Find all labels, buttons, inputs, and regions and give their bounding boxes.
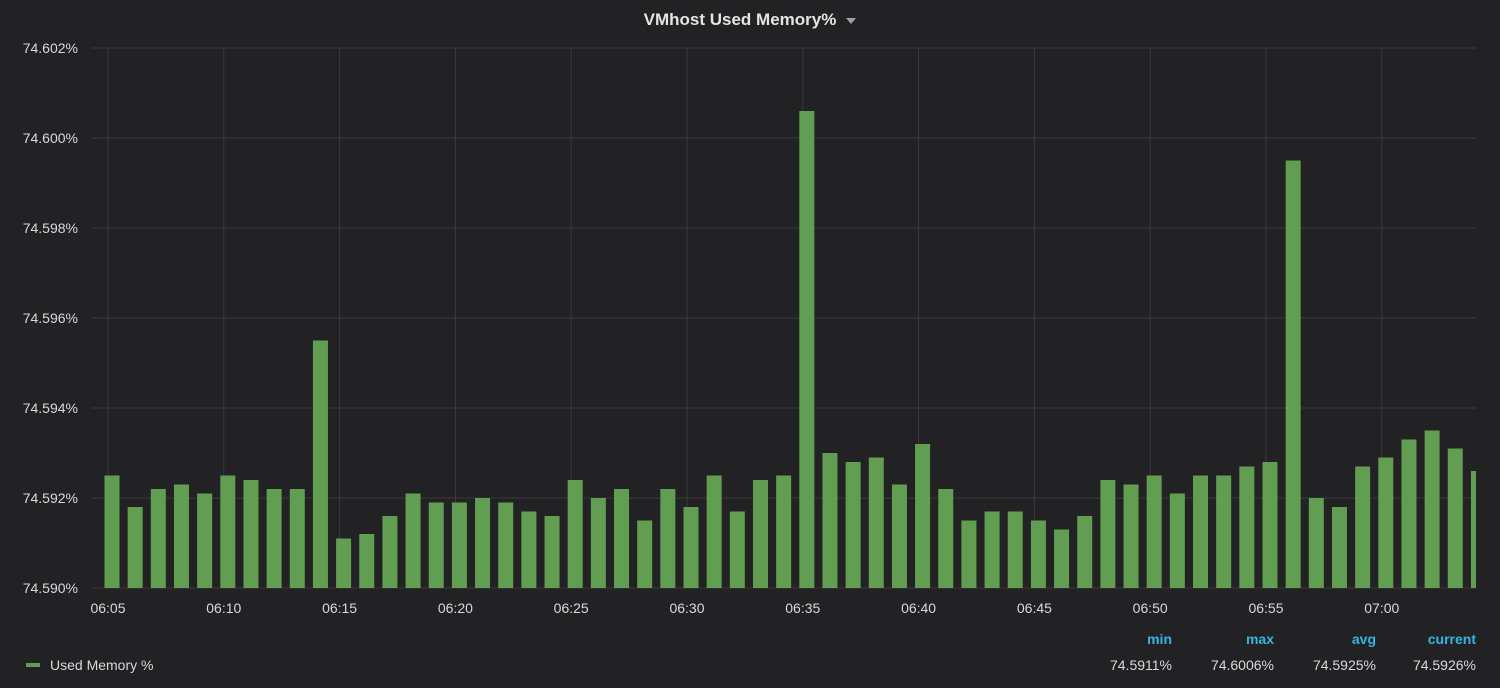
legend-header-avg[interactable]: avg xyxy=(1351,631,1376,647)
panel-title-menu[interactable]: VMhost Used Memory% xyxy=(644,10,857,30)
bar xyxy=(637,520,653,588)
bar xyxy=(127,507,143,588)
bar xyxy=(891,484,907,588)
bar xyxy=(1123,484,1139,588)
bar xyxy=(1447,448,1463,588)
bar xyxy=(729,511,745,588)
bar xyxy=(1007,511,1023,588)
x-tick-label: 06:35 xyxy=(785,600,820,616)
bar xyxy=(984,511,1000,588)
bar xyxy=(915,444,931,588)
y-tick-label: 74.600% xyxy=(23,130,78,146)
x-tick-label: 06:20 xyxy=(438,600,473,616)
bar xyxy=(868,457,884,588)
x-tick-label: 06:15 xyxy=(322,600,357,616)
x-tick-label: 06:10 xyxy=(206,600,241,616)
bar xyxy=(706,475,722,588)
legend-series-used-memory[interactable]: Used Memory % xyxy=(26,657,153,673)
bar xyxy=(1424,430,1440,588)
bar xyxy=(1355,466,1371,588)
bar xyxy=(1054,529,1070,588)
bar xyxy=(1308,498,1324,588)
x-tick-label: 06:25 xyxy=(554,600,589,616)
y-tick-label: 74.594% xyxy=(23,400,78,416)
legend: min max avg current Used Memory % 74.591… xyxy=(0,626,1500,688)
bar xyxy=(521,511,537,588)
bar xyxy=(1030,520,1046,588)
bar xyxy=(1262,462,1278,588)
bar xyxy=(197,493,213,588)
x-tick-label: 06:05 xyxy=(90,600,125,616)
bar xyxy=(567,480,583,588)
panel-title: VMhost Used Memory% xyxy=(643,10,837,29)
bar xyxy=(1169,493,1185,588)
bar xyxy=(1077,516,1093,588)
y-tick-label: 74.602% xyxy=(23,40,78,56)
bar xyxy=(498,502,514,588)
x-tick-label: 06:40 xyxy=(901,600,936,616)
bar xyxy=(822,453,838,588)
bar xyxy=(1285,160,1301,588)
x-tick-label: 06:55 xyxy=(1248,600,1283,616)
bar xyxy=(590,498,606,588)
bar xyxy=(173,484,189,588)
bar-chart: 74.590% 74.592% 74.594% 74.596% 74.598% 74.60… xyxy=(23,40,1476,616)
bar xyxy=(799,111,815,588)
bar xyxy=(544,516,560,588)
bar xyxy=(1100,480,1116,588)
caret-down-icon[interactable] xyxy=(846,18,857,24)
y-tick-label: 74.596% xyxy=(23,310,78,326)
legend-value-current: 74.5926% xyxy=(1412,657,1476,673)
x-tick-label: 07:00 xyxy=(1364,600,1399,616)
bar xyxy=(289,489,305,588)
y-tick-label: 74.598% xyxy=(23,220,78,236)
bar xyxy=(405,493,421,588)
bar xyxy=(150,489,166,588)
bar xyxy=(683,507,699,588)
bar xyxy=(451,502,467,588)
bar xyxy=(1401,439,1417,588)
bar xyxy=(1239,466,1255,588)
bar xyxy=(266,489,282,588)
legend-value-min: 74.5911% xyxy=(1109,657,1172,673)
legend-swatch[interactable] xyxy=(26,663,40,667)
y-tick-label: 74.590% xyxy=(23,580,78,596)
bar xyxy=(1470,471,1476,588)
bar xyxy=(776,475,792,588)
legend-series-label: Used Memory % xyxy=(50,657,154,673)
x-tick-label: 06:50 xyxy=(1133,600,1168,616)
bar xyxy=(243,480,259,588)
legend-value-max: 74.6006% xyxy=(1210,657,1274,673)
bar xyxy=(614,489,630,588)
panel-header: VMhost Used Memory% xyxy=(0,0,1500,40)
bar xyxy=(845,462,861,588)
bar xyxy=(961,520,977,588)
bar xyxy=(312,340,328,588)
bar xyxy=(428,502,444,588)
bar xyxy=(359,534,375,588)
bar xyxy=(752,480,768,588)
bar xyxy=(1193,475,1209,588)
x-tick-label: 06:45 xyxy=(1017,600,1052,616)
legend-header-current[interactable]: current xyxy=(1427,631,1476,647)
legend-value-avg: 74.5925% xyxy=(1312,657,1376,673)
bar xyxy=(1331,507,1347,588)
bar xyxy=(382,516,398,588)
y-tick-label: 74.592% xyxy=(23,490,78,506)
bar xyxy=(938,489,954,588)
bar xyxy=(1216,475,1232,588)
bar xyxy=(1146,475,1162,588)
x-tick-label: 06:30 xyxy=(669,600,704,616)
bar xyxy=(475,498,491,588)
bar xyxy=(1378,457,1394,588)
bar xyxy=(104,475,120,588)
bar xyxy=(220,475,236,588)
bar xyxy=(336,538,352,588)
legend-header-min[interactable]: min xyxy=(1147,631,1172,647)
bar xyxy=(660,489,676,588)
legend-header-max[interactable]: max xyxy=(1245,631,1274,647)
